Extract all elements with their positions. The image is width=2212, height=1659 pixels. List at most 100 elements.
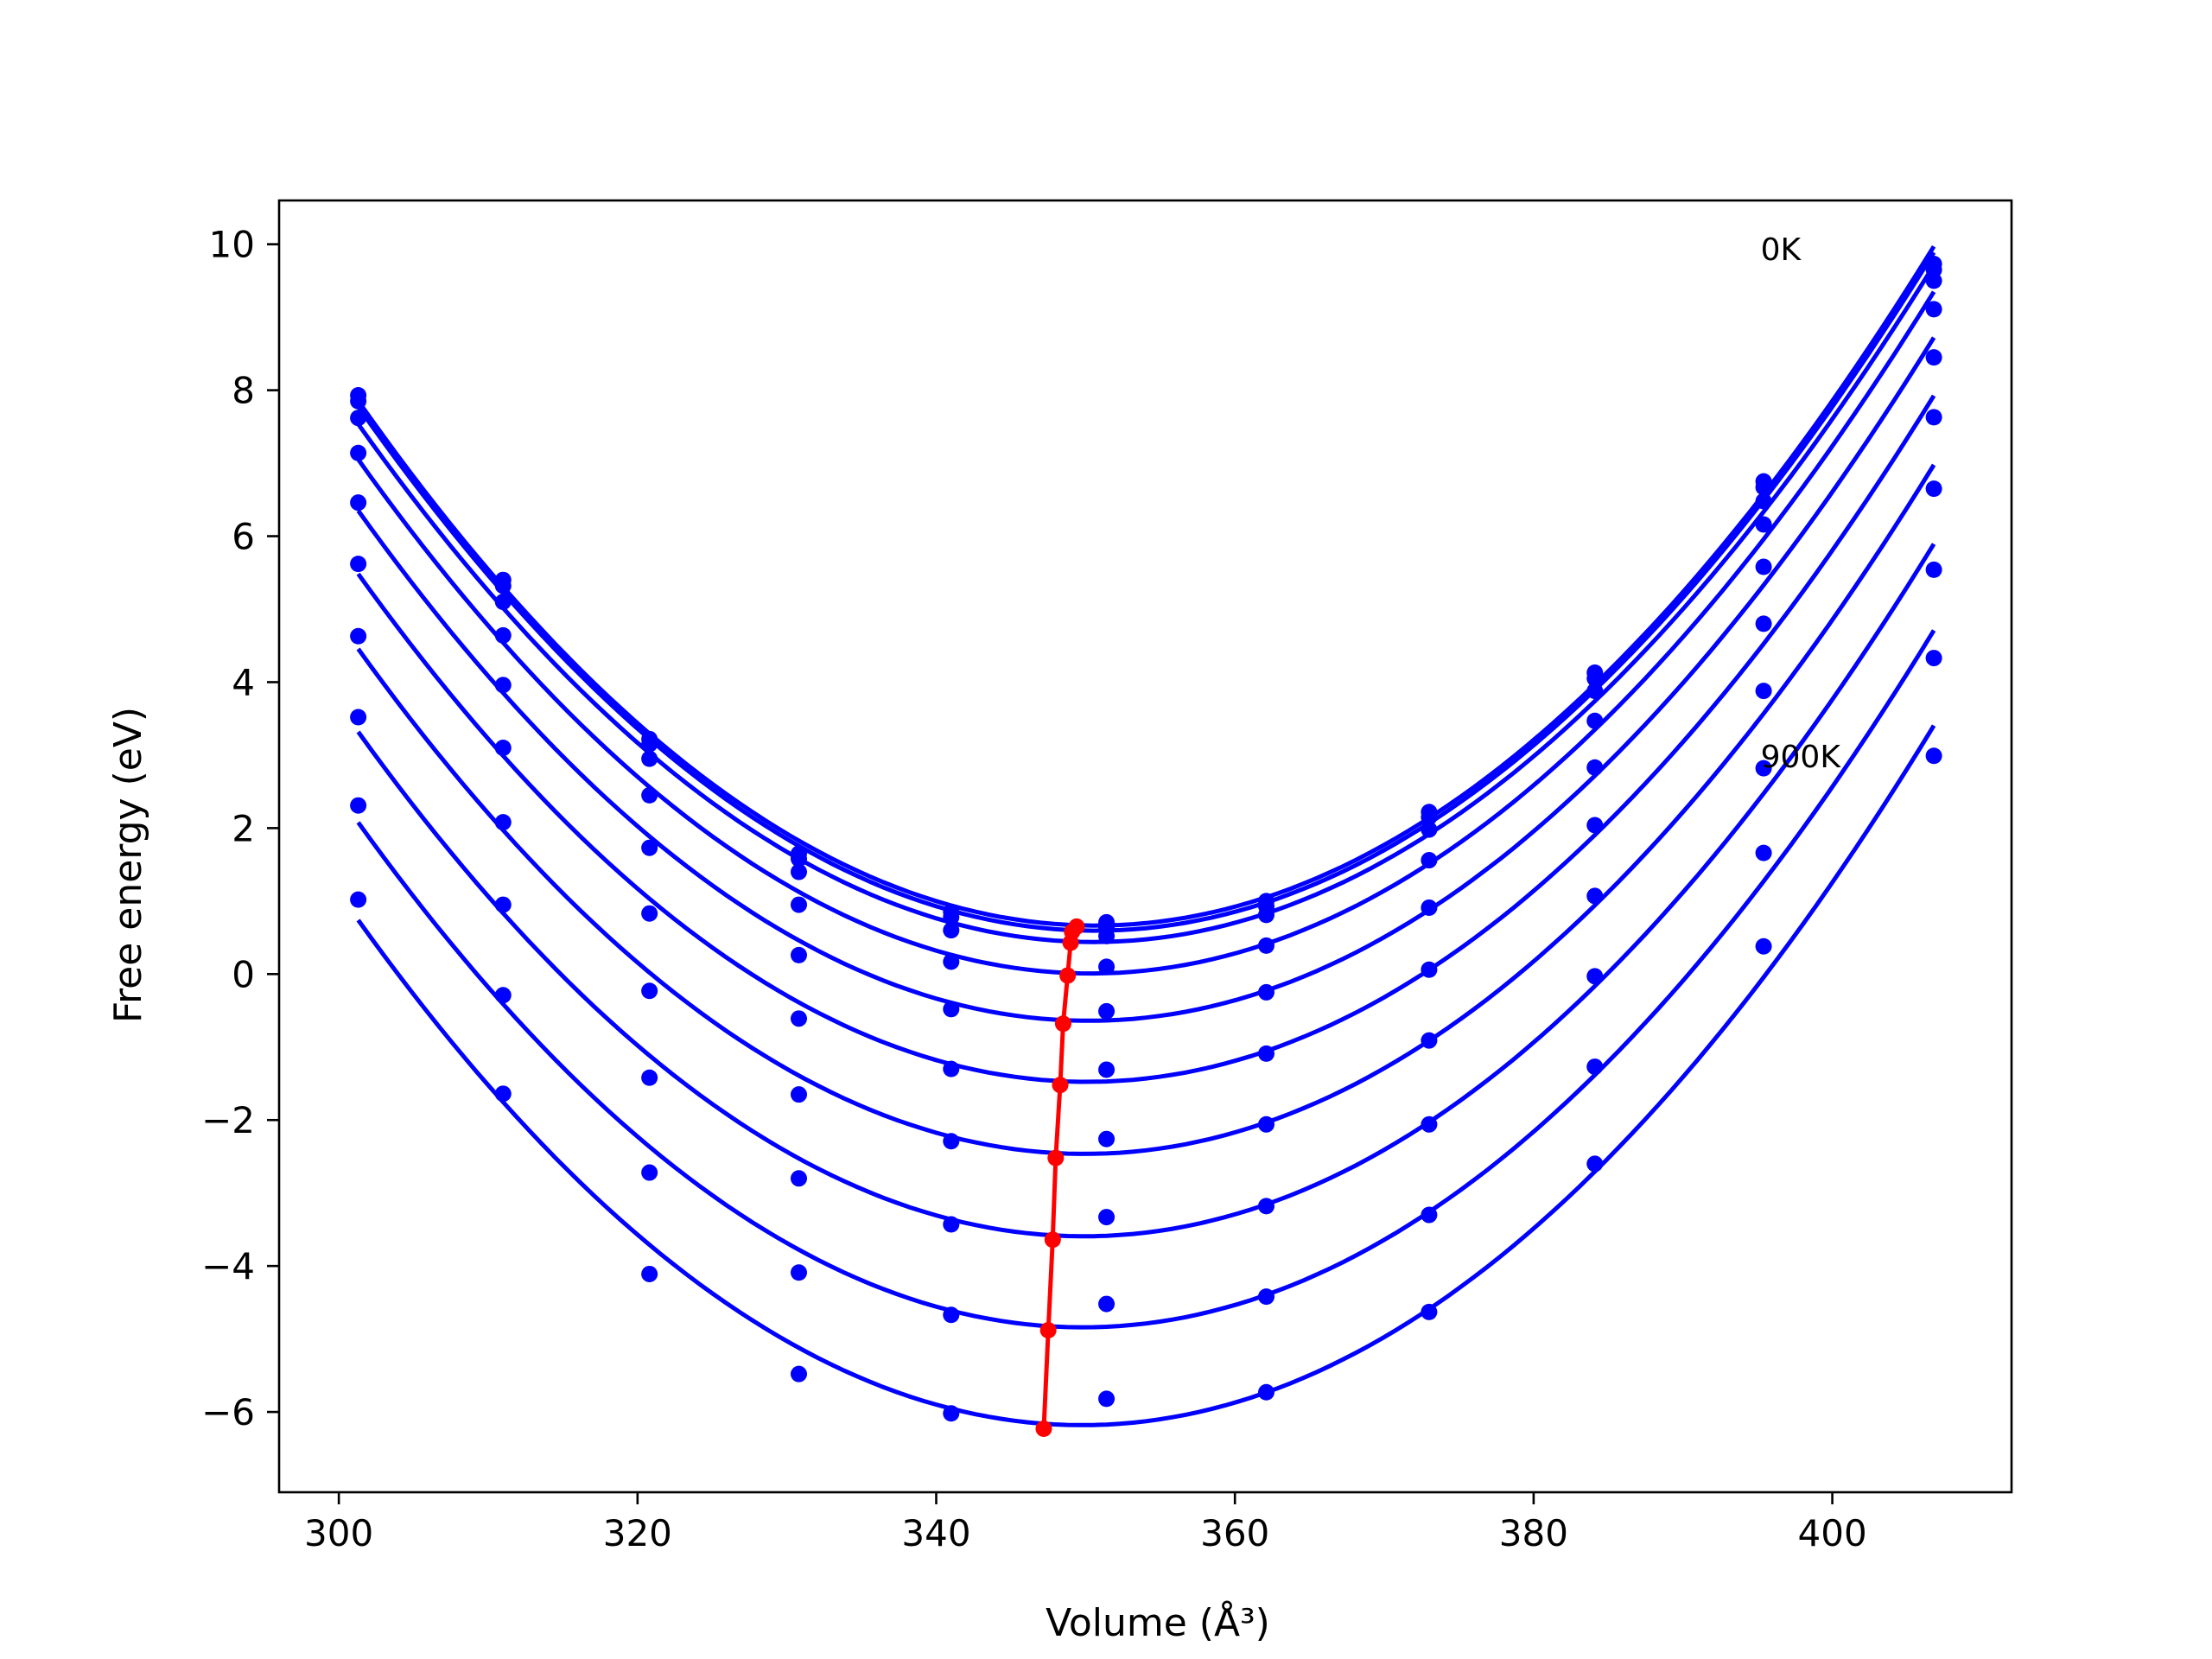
- data-point: [791, 863, 807, 880]
- data-point: [791, 896, 807, 913]
- data-point: [1098, 927, 1116, 944]
- data-point: [641, 786, 658, 804]
- data-point: [1258, 1288, 1275, 1306]
- data-point: [1755, 615, 1772, 632]
- annotation-0k: 0K: [1761, 232, 1802, 268]
- x-tick-label: 380: [1499, 1512, 1568, 1554]
- data-point: [1421, 821, 1438, 838]
- fit-curve-5: [356, 394, 1936, 1084]
- data-point: [494, 987, 512, 1004]
- data-point: [1586, 968, 1604, 985]
- data-point: [791, 1010, 807, 1027]
- data-point: [1421, 852, 1438, 869]
- data-point: [943, 908, 960, 925]
- data-point: [943, 1133, 960, 1150]
- x-tick-label: 320: [603, 1512, 672, 1554]
- minimum-point: [1059, 967, 1077, 984]
- data-point: [1925, 650, 1942, 667]
- data-point: [1421, 899, 1438, 916]
- data-point: [350, 709, 367, 726]
- data-point: [494, 896, 512, 913]
- data-point: [1925, 301, 1942, 318]
- data-point: [943, 922, 960, 939]
- data-point: [494, 1085, 512, 1103]
- x-tick-label: 360: [1200, 1512, 1269, 1554]
- data-point: [1755, 493, 1772, 510]
- data-point: [641, 750, 658, 767]
- data-point: [1258, 937, 1275, 954]
- data-point: [1098, 1390, 1116, 1408]
- data-point: [1586, 712, 1604, 729]
- data-point: [943, 1405, 960, 1422]
- plot-area-frame: [277, 199, 2013, 1494]
- minimum-point: [1047, 1149, 1065, 1166]
- data-point: [1098, 1209, 1116, 1226]
- data-point: [1586, 887, 1604, 905]
- y-axis-label: Free energy (eV): [106, 707, 150, 1023]
- data-point: [641, 1069, 658, 1086]
- x-tick-label: 340: [901, 1512, 970, 1554]
- data-point: [641, 1265, 658, 1282]
- fit-curve-8: [356, 629, 1936, 1330]
- minimum-trace: [1035, 918, 1085, 1438]
- data-point: [1925, 409, 1942, 426]
- data-point: [494, 814, 512, 831]
- data-point: [350, 444, 367, 461]
- data-point: [641, 905, 658, 922]
- data-point: [494, 577, 512, 594]
- y-tick-label: 8: [232, 370, 255, 412]
- data-point: [641, 1164, 658, 1181]
- data-point: [494, 739, 512, 756]
- y-tick-label: −2: [201, 1099, 255, 1141]
- data-point: [1258, 1045, 1275, 1062]
- x-tick-label: 300: [304, 1512, 373, 1554]
- data-point: [1755, 479, 1772, 496]
- fit-curve-1: [356, 251, 1936, 933]
- data-point: [1755, 938, 1772, 955]
- data-point: [1755, 516, 1772, 533]
- data-point: [1421, 1116, 1438, 1133]
- data-point: [641, 982, 658, 1000]
- data-point: [494, 594, 512, 611]
- data-point: [1755, 760, 1772, 777]
- data-point: [1258, 906, 1275, 924]
- fit-curve-0: [356, 245, 1936, 928]
- data-point: [943, 1060, 960, 1077]
- minimum-point: [1035, 1421, 1052, 1438]
- y-tick-label: 10: [209, 224, 255, 266]
- data-point: [1421, 961, 1438, 978]
- data-point: [1586, 759, 1604, 776]
- data-point: [1098, 958, 1116, 976]
- y-axis-ticks: −6 −4 −2 0 2 4 6 8 10: [201, 224, 279, 1433]
- data-point: [1925, 561, 1942, 578]
- data-point: [943, 1216, 960, 1233]
- data-point: [1098, 1295, 1116, 1313]
- data-point: [1421, 1206, 1438, 1224]
- data-point: [1258, 983, 1275, 1001]
- data-point: [641, 735, 658, 753]
- data-point: [1755, 844, 1772, 861]
- data-point: [350, 627, 367, 645]
- y-tick-label: 6: [232, 516, 255, 558]
- data-point: [350, 556, 367, 573]
- data-point: [494, 626, 512, 644]
- data-point: [1421, 1032, 1438, 1049]
- data-point: [350, 797, 367, 814]
- fit-curve-3: [356, 290, 1936, 976]
- data-point: [1098, 1061, 1116, 1078]
- y-tick-label: 4: [232, 661, 255, 703]
- data-point: [1586, 683, 1604, 700]
- fit-curve-9: [356, 724, 1936, 1427]
- minimum-point: [1044, 1231, 1061, 1249]
- x-axis-label: Volume (Å³): [1046, 1599, 1270, 1645]
- data-point: [1098, 1002, 1116, 1020]
- fit-curve-4: [356, 336, 1936, 1023]
- data-point: [1755, 683, 1772, 700]
- data-point: [1098, 1130, 1116, 1147]
- y-tick-label: −6: [201, 1391, 255, 1433]
- data-point: [1258, 1198, 1275, 1215]
- x-tick-label: 400: [1798, 1512, 1867, 1554]
- data-point: [350, 891, 367, 908]
- data-point: [350, 392, 367, 410]
